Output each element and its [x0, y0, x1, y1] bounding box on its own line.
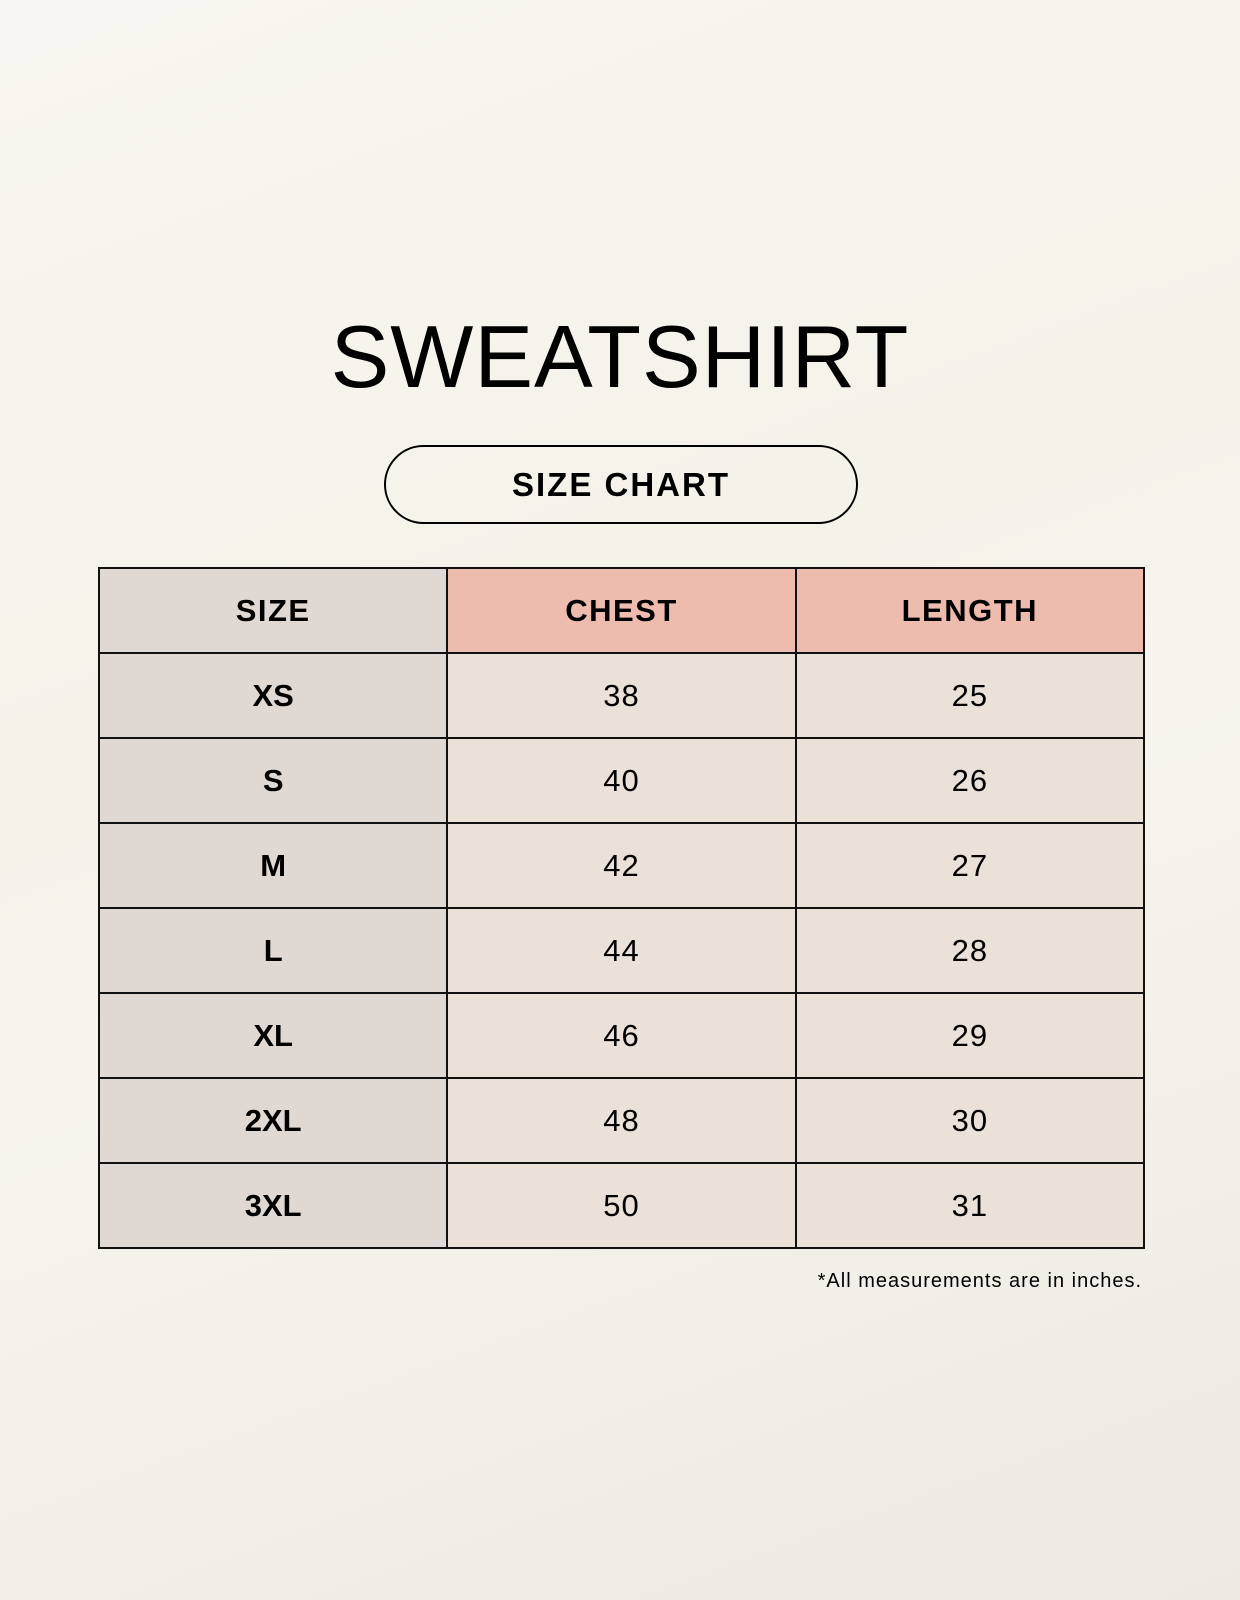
- chest-cell: 40: [446, 737, 797, 824]
- size-chart-badge: SIZE CHART: [384, 445, 858, 524]
- length-cell: 29: [794, 992, 1146, 1079]
- header-chest: CHEST: [446, 567, 797, 654]
- table-row: S 40 26: [97, 737, 1146, 824]
- chest-cell: 50: [446, 1162, 797, 1249]
- length-cell: 26: [794, 737, 1146, 824]
- chest-cell: 38: [446, 652, 797, 739]
- header-size: SIZE: [97, 567, 449, 654]
- table-row: 2XL 48 30: [97, 1077, 1146, 1164]
- header-length: LENGTH: [794, 567, 1146, 654]
- length-cell: 28: [794, 907, 1146, 994]
- size-cell: 3XL: [97, 1162, 449, 1249]
- length-cell: 25: [794, 652, 1146, 739]
- chest-cell: 44: [446, 907, 797, 994]
- size-cell: XS: [97, 652, 449, 739]
- table-row: XS 38 25: [97, 652, 1146, 739]
- length-cell: 30: [794, 1077, 1146, 1164]
- chest-cell: 46: [446, 992, 797, 1079]
- table-row: M 42 27: [97, 822, 1146, 909]
- table-header-row: SIZE CHEST LENGTH: [97, 567, 1146, 654]
- size-cell: L: [97, 907, 449, 994]
- page-title: SWEATSHIRT: [330, 307, 910, 406]
- table-row: XL 46 29: [97, 992, 1146, 1079]
- size-cell: XL: [97, 992, 449, 1079]
- chest-cell: 42: [446, 822, 797, 909]
- size-table: SIZE CHEST LENGTH XS 38 25 S 40 26 M 42 27 L 44 28 X…: [97, 567, 1146, 1249]
- size-cell: S: [97, 737, 449, 824]
- size-cell: 2XL: [97, 1077, 449, 1164]
- table-row: L 44 28: [97, 907, 1146, 994]
- chest-cell: 48: [446, 1077, 797, 1164]
- length-cell: 31: [794, 1162, 1146, 1249]
- measurement-note: *All measurements are in inches.: [817, 1270, 1142, 1292]
- length-cell: 27: [794, 822, 1146, 909]
- table-row: 3XL 50 31: [97, 1162, 1146, 1249]
- size-cell: M: [97, 822, 449, 909]
